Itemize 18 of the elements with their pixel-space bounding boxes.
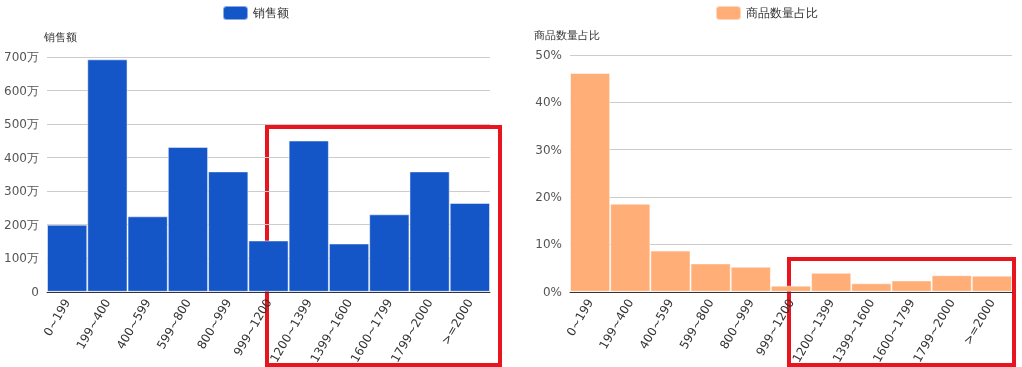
y-tick-label: 300万 bbox=[4, 184, 39, 199]
y-tick-label: 500万 bbox=[4, 117, 39, 132]
y-tick-label: 100万 bbox=[4, 251, 39, 266]
y-tick-label: 10% bbox=[535, 237, 562, 252]
y-tick-label: 700万 bbox=[4, 50, 39, 64]
y-tick-label: 400万 bbox=[4, 150, 39, 165]
y-tick-label: 40% bbox=[535, 95, 562, 110]
y-tick-label: 30% bbox=[535, 142, 562, 157]
y-axis-title: 销售额 bbox=[43, 31, 77, 44]
y-tick-label: 20% bbox=[535, 190, 562, 205]
y-axis-title: 商品数量占比 bbox=[534, 29, 600, 42]
y-tick-label: 200万 bbox=[4, 217, 39, 232]
y-tick-label: 0% bbox=[542, 284, 562, 299]
y-tick-label: 0 bbox=[31, 284, 39, 299]
y-tick-label: 50% bbox=[535, 48, 562, 62]
legend-label: 销售额 bbox=[252, 6, 289, 20]
legend-label: 商品数量占比 bbox=[746, 6, 818, 20]
y-tick-label: 600万 bbox=[4, 83, 39, 98]
